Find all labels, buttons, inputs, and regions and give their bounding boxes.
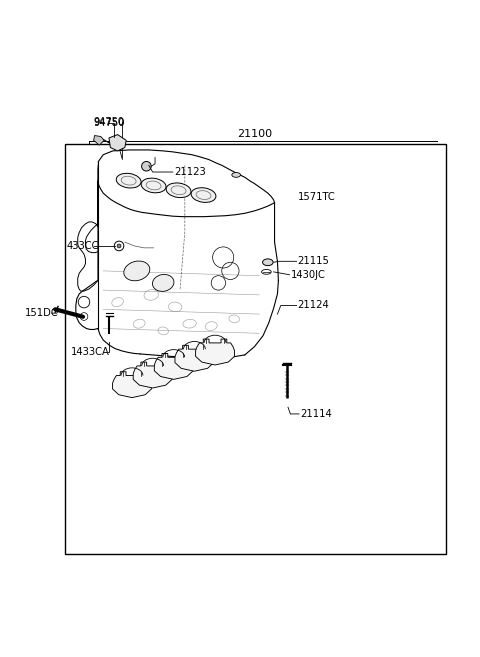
Text: 433CC: 433CC (66, 241, 99, 251)
Text: 21100: 21100 (237, 129, 272, 139)
Ellipse shape (116, 173, 141, 188)
Polygon shape (133, 362, 172, 388)
Text: 94750: 94750 (94, 118, 125, 128)
Ellipse shape (191, 188, 216, 202)
Ellipse shape (141, 178, 166, 193)
Polygon shape (175, 346, 214, 371)
Circle shape (117, 244, 121, 248)
Ellipse shape (124, 261, 150, 281)
Ellipse shape (232, 173, 240, 177)
Text: 21115: 21115 (298, 256, 329, 266)
Text: 21114: 21114 (300, 409, 332, 419)
Ellipse shape (263, 259, 273, 265)
Polygon shape (155, 353, 193, 379)
Ellipse shape (262, 269, 271, 274)
Text: 1430JC: 1430JC (290, 270, 325, 280)
Polygon shape (109, 135, 126, 151)
Text: 94750: 94750 (94, 117, 124, 127)
Circle shape (80, 313, 88, 321)
Text: 21124: 21124 (298, 300, 329, 311)
Text: 1433CA: 1433CA (71, 346, 110, 357)
Polygon shape (196, 339, 235, 365)
Circle shape (78, 296, 90, 308)
Ellipse shape (153, 275, 174, 292)
Text: 1571TC: 1571TC (298, 191, 336, 202)
Polygon shape (94, 135, 104, 145)
Text: 21123: 21123 (174, 167, 205, 177)
Circle shape (114, 241, 124, 251)
Circle shape (142, 162, 151, 171)
Text: 151DC: 151DC (25, 308, 59, 318)
Polygon shape (112, 372, 152, 397)
Ellipse shape (166, 183, 191, 198)
Bar (65, 144, 446, 554)
